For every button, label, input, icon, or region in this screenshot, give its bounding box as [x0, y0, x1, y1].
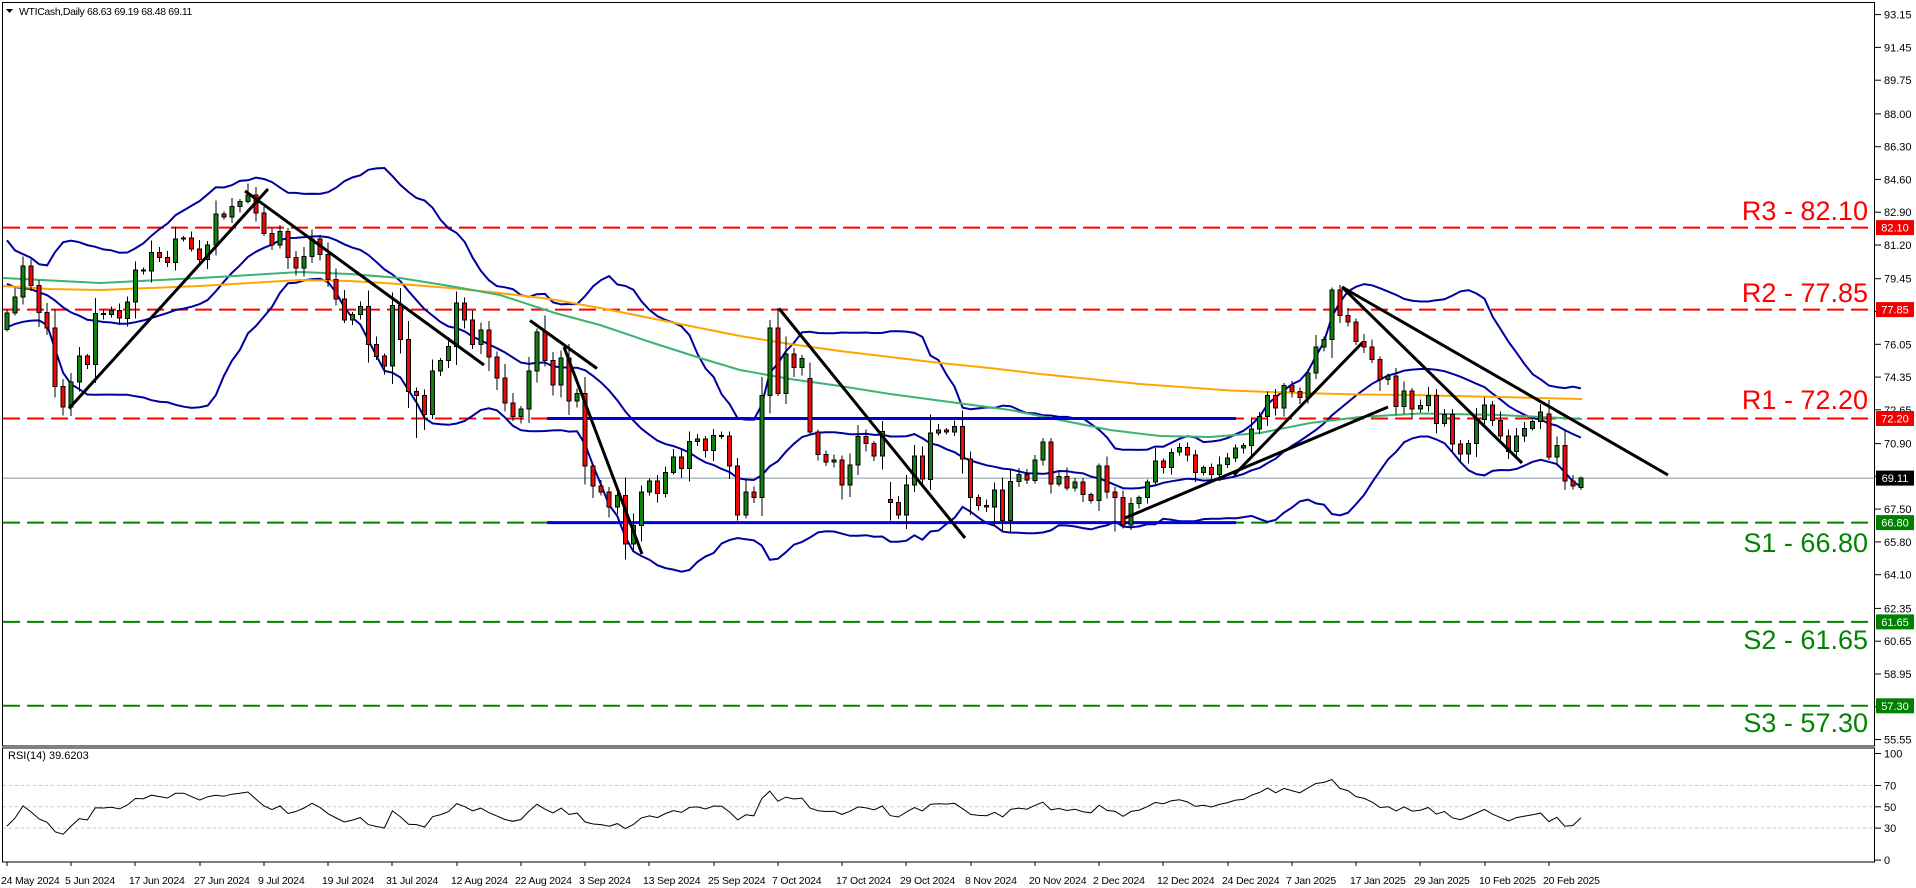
svg-text:12 Dec 2024: 12 Dec 2024 — [1157, 875, 1215, 887]
svg-text:12 Aug 2024: 12 Aug 2024 — [451, 875, 508, 887]
svg-text:31 Jul 2024: 31 Jul 2024 — [386, 875, 438, 887]
svg-text:S2 - 61.65: S2 - 61.65 — [1743, 625, 1868, 655]
svg-text:2 Dec 2024: 2 Dec 2024 — [1093, 875, 1145, 887]
svg-text:9 Jul 2024: 9 Jul 2024 — [258, 875, 305, 887]
svg-text:7 Jan 2025: 7 Jan 2025 — [1286, 875, 1336, 887]
svg-text:91.45: 91.45 — [1884, 42, 1912, 54]
svg-text:62.35: 62.35 — [1884, 603, 1912, 615]
svg-text:58.95: 58.95 — [1884, 669, 1912, 681]
svg-text:24 Dec 2024: 24 Dec 2024 — [1222, 875, 1280, 887]
svg-text:13 Sep 2024: 13 Sep 2024 — [643, 875, 701, 887]
svg-text:8 Nov 2024: 8 Nov 2024 — [965, 875, 1017, 887]
svg-text:100: 100 — [1884, 749, 1902, 761]
svg-text:19 Jul 2024: 19 Jul 2024 — [322, 875, 374, 887]
svg-text:22 Aug 2024: 22 Aug 2024 — [515, 875, 572, 887]
svg-text:20 Feb 2025: 20 Feb 2025 — [1543, 875, 1600, 887]
svg-text:86.30: 86.30 — [1884, 142, 1912, 154]
svg-text:57.30: 57.30 — [1881, 701, 1909, 713]
svg-text:17 Oct 2024: 17 Oct 2024 — [836, 875, 891, 887]
svg-text:29 Jan 2025: 29 Jan 2025 — [1414, 875, 1470, 887]
svg-text:81.20: 81.20 — [1884, 240, 1912, 252]
svg-text:R3 - 82.10: R3 - 82.10 — [1742, 196, 1868, 226]
svg-text:S1 - 66.80: S1 - 66.80 — [1743, 528, 1868, 558]
svg-text:74.35: 74.35 — [1884, 372, 1912, 384]
svg-text:69.11: 69.11 — [1882, 473, 1909, 485]
svg-text:17 Jun 2024: 17 Jun 2024 — [129, 875, 185, 887]
svg-text:3 Sep 2024: 3 Sep 2024 — [579, 875, 631, 887]
svg-text:30: 30 — [1884, 823, 1896, 835]
svg-text:50: 50 — [1884, 802, 1896, 814]
svg-text:10 Feb 2025: 10 Feb 2025 — [1479, 875, 1536, 887]
svg-text:5 Jun 2024: 5 Jun 2024 — [65, 875, 115, 887]
svg-text:72.20: 72.20 — [1881, 414, 1909, 426]
svg-text:R1 - 72.20: R1 - 72.20 — [1742, 385, 1868, 415]
svg-text:70.90: 70.90 — [1884, 439, 1912, 451]
svg-text:29 Oct 2024: 29 Oct 2024 — [900, 875, 955, 887]
svg-text:24 May 2024: 24 May 2024 — [1, 875, 60, 887]
svg-text:66.80: 66.80 — [1881, 518, 1909, 530]
svg-text:84.60: 84.60 — [1884, 174, 1912, 186]
svg-text:S3 - 57.30: S3 - 57.30 — [1743, 708, 1868, 738]
svg-text:76.05: 76.05 — [1884, 339, 1912, 351]
svg-text:RSI(14) 39.6203: RSI(14) 39.6203 — [8, 750, 89, 762]
svg-text:61.65: 61.65 — [1881, 617, 1909, 629]
svg-text:17 Jan 2025: 17 Jan 2025 — [1350, 875, 1406, 887]
svg-text:79.45: 79.45 — [1884, 274, 1912, 286]
svg-text:89.75: 89.75 — [1884, 75, 1912, 87]
svg-text:0: 0 — [1884, 855, 1890, 867]
svg-text:64.10: 64.10 — [1884, 570, 1912, 582]
svg-text:82.10: 82.10 — [1881, 223, 1909, 235]
svg-text:65.80: 65.80 — [1884, 537, 1912, 549]
svg-text:WTICash,Daily 68.63 69.19 68.: WTICash,Daily 68.63 69.19 68.48 69.11 — [19, 6, 193, 18]
svg-text:60.65: 60.65 — [1884, 636, 1912, 648]
svg-text:93.15: 93.15 — [1884, 10, 1912, 22]
svg-text:77.85: 77.85 — [1881, 305, 1909, 317]
svg-text:20 Nov 2024: 20 Nov 2024 — [1029, 875, 1087, 887]
svg-text:25 Sep 2024: 25 Sep 2024 — [708, 875, 766, 887]
svg-text:55.55: 55.55 — [1884, 735, 1912, 747]
svg-text:27 Jun 2024: 27 Jun 2024 — [194, 875, 250, 887]
svg-text:82.90: 82.90 — [1884, 207, 1912, 219]
svg-text:88.00: 88.00 — [1884, 109, 1912, 121]
svg-text:R2 - 77.85: R2 - 77.85 — [1742, 278, 1868, 308]
svg-text:67.50: 67.50 — [1884, 504, 1912, 516]
svg-text:70: 70 — [1884, 781, 1896, 793]
svg-text:7 Oct 2024: 7 Oct 2024 — [772, 875, 822, 887]
